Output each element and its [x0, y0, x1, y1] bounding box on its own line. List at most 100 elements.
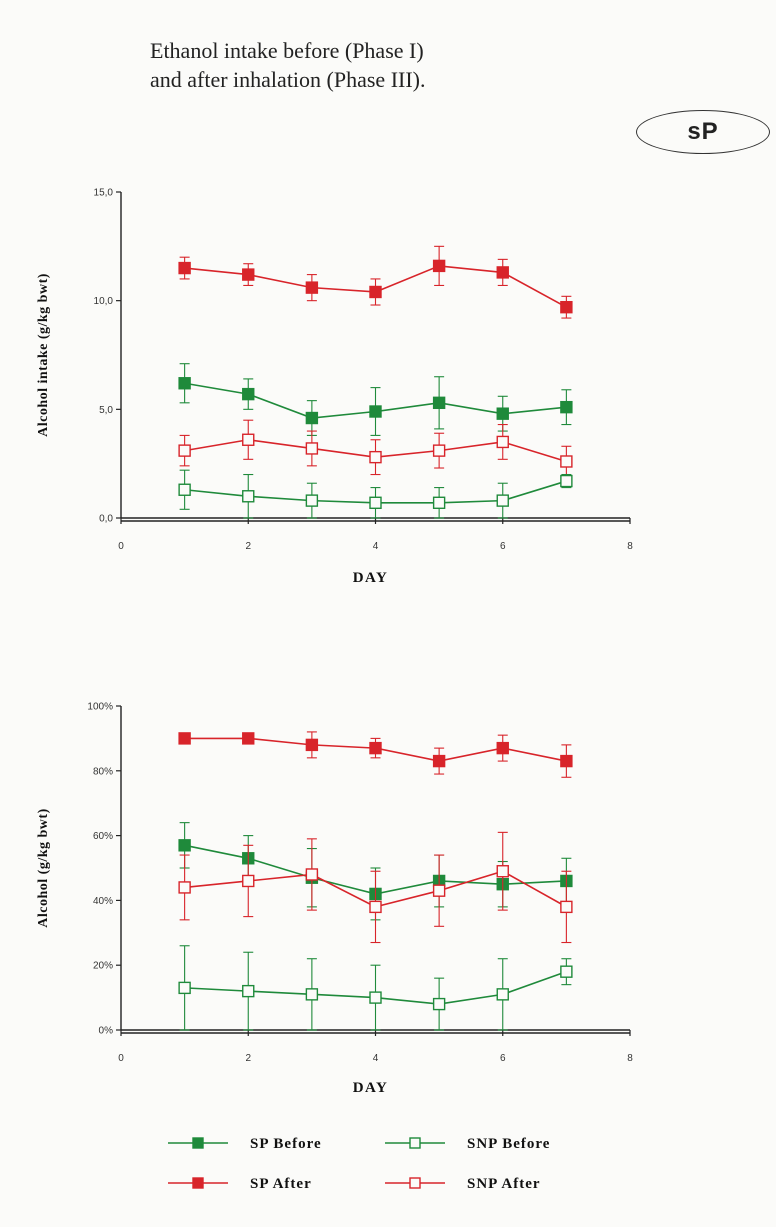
- data-point: [432, 444, 446, 457]
- data-point: [432, 884, 446, 897]
- y-tick-label: 0%: [99, 1026, 114, 1037]
- data-point: [560, 400, 573, 414]
- legend-item-snp-after: SNP After: [385, 1176, 541, 1192]
- data-point: [560, 455, 573, 468]
- data-point: [432, 754, 446, 768]
- data-point: [242, 490, 255, 503]
- x-axis-label: DAY: [353, 570, 389, 586]
- data-point: [242, 268, 255, 281]
- data-point: [242, 387, 255, 401]
- series-snp-before: [178, 469, 573, 519]
- x-tick-label: 4: [373, 1053, 379, 1064]
- x-tick-label: 6: [500, 541, 506, 552]
- data-point: [496, 988, 509, 1001]
- x-tick-label: 0: [118, 1053, 124, 1064]
- legend-label: SP Before: [250, 1136, 322, 1152]
- series-snp-after: [178, 419, 573, 478]
- title-line-2: and after inhalation (Phase III).: [150, 67, 426, 92]
- data-point: [369, 900, 382, 914]
- x-tick-label: 8: [627, 1053, 633, 1064]
- x-tick-label: 4: [373, 541, 379, 552]
- data-point: [242, 874, 255, 888]
- x-tick-label: 8: [627, 541, 633, 552]
- data-point: [560, 900, 573, 914]
- data-point: [496, 865, 509, 878]
- data-point: [560, 754, 573, 768]
- data-point: [242, 433, 255, 446]
- data-point: [496, 435, 509, 449]
- data-point: [178, 732, 191, 745]
- data-point: [178, 839, 191, 852]
- data-point: [432, 997, 446, 1011]
- data-point: [305, 738, 319, 752]
- strain-badge: sP: [636, 110, 770, 154]
- data-point: [560, 300, 573, 314]
- data-point: [305, 442, 319, 455]
- data-point: [305, 411, 319, 425]
- data-point: [178, 444, 191, 457]
- chart-1: 0,0 5,0 10,0 15,0 0 2 4 6 8 DAY Alcohol intake (g/…: [36, 188, 633, 587]
- data-point: [560, 965, 573, 978]
- x-tick-label: 6: [500, 1053, 506, 1064]
- legend-label: SNP Before: [467, 1136, 550, 1152]
- data-point: [496, 741, 509, 755]
- y-tick-label: 80%: [93, 766, 113, 777]
- data-point: [305, 494, 319, 507]
- y-tick-label: 15,0: [94, 188, 114, 199]
- y-axis-label: Alcohol intake (g/kg bwt): [36, 273, 51, 437]
- series-sp-before: [178, 363, 573, 436]
- y-tick-label: 40%: [93, 896, 113, 907]
- data-point: [369, 450, 382, 464]
- figure-title: Ethanol intake before (Phase I) and afte…: [150, 36, 426, 94]
- legend-marker: [409, 1177, 421, 1189]
- x-axis-label: DAY: [353, 1080, 389, 1096]
- data-point: [369, 496, 382, 509]
- series-snp-after: [178, 831, 573, 944]
- y-axis-label: Alcohol (g/kg bwt): [36, 808, 51, 927]
- y-tick-label: 20%: [93, 961, 113, 972]
- legend-item-snp-before: SNP Before: [385, 1136, 550, 1152]
- data-point: [305, 281, 319, 294]
- data-point: [178, 881, 191, 894]
- series-sp-after: [178, 245, 573, 319]
- data-point: [432, 396, 446, 410]
- series-snp-before: [178, 945, 573, 1031]
- data-point: [178, 377, 191, 390]
- x-tick-label: 2: [245, 1053, 251, 1064]
- data-point: [369, 991, 382, 1004]
- data-point: [305, 988, 319, 1001]
- y-tick-label: 5,0: [99, 405, 113, 416]
- y-tick-label: 60%: [93, 831, 113, 842]
- y-tick-label: 100%: [87, 702, 113, 713]
- data-point: [242, 984, 255, 998]
- data-point: [369, 741, 382, 755]
- title-line-1: Ethanol intake before (Phase I): [150, 38, 424, 63]
- y-tick-label: 10,0: [94, 296, 114, 307]
- y-tick-label: 0,0: [99, 514, 113, 525]
- x-tick-label: 0: [118, 541, 124, 552]
- data-point: [178, 981, 191, 995]
- legend-label: SP After: [250, 1176, 312, 1192]
- legend-label: SNP After: [467, 1176, 541, 1192]
- data-point: [496, 266, 509, 279]
- x-tick-label: 2: [245, 541, 251, 552]
- data-point: [369, 285, 382, 299]
- data-point: [496, 407, 509, 420]
- legend-marker: [192, 1177, 204, 1189]
- data-point: [560, 474, 573, 488]
- series-sp-after: [178, 731, 573, 778]
- data-point: [496, 494, 509, 507]
- legend-item-sp-before: SP Before: [168, 1136, 322, 1152]
- legend-marker: [409, 1137, 421, 1149]
- legend: SP Before SNP Before SP After SNP After: [168, 1136, 550, 1192]
- data-point: [432, 496, 446, 509]
- data-point: [178, 483, 191, 496]
- data-point: [432, 259, 446, 273]
- chart-2: 0% 20% 40% 60% 80% 100% 0 2 4 6 8 DAY Alcohol (g/kg …: [36, 702, 633, 1097]
- legend-marker: [192, 1137, 204, 1149]
- data-point: [242, 732, 255, 745]
- legend-item-sp-after: SP After: [168, 1176, 312, 1192]
- data-point: [369, 405, 382, 418]
- data-point: [178, 261, 191, 275]
